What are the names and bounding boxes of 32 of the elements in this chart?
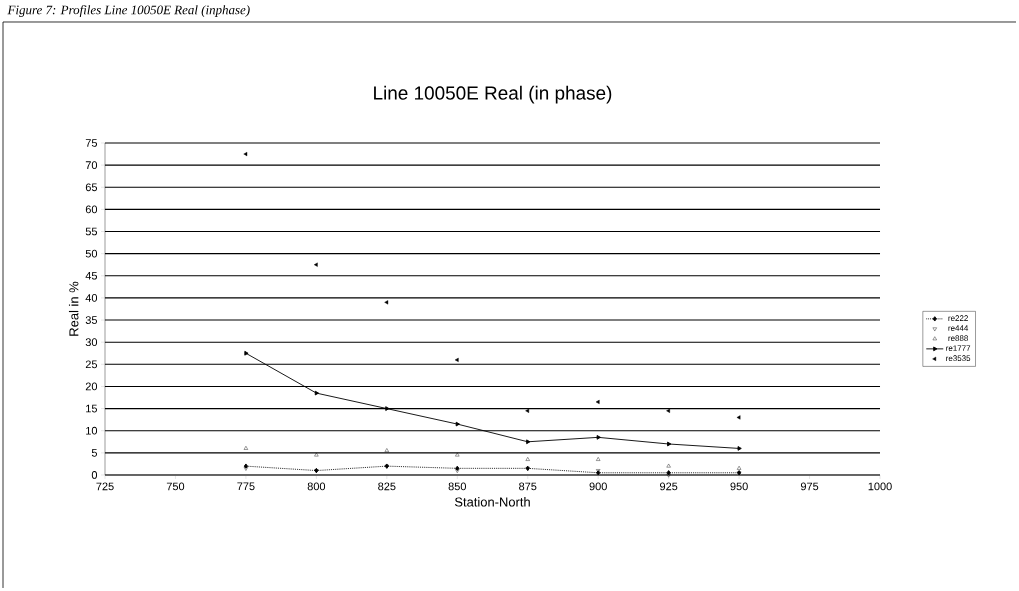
caption: Figure 7: Profiles Line 10050E Real (inphase) xyxy=(7,5,250,17)
y-tick-label: 15 xyxy=(86,404,98,413)
y-tick-label: 65 xyxy=(85,183,98,192)
y-tick-label: 20 xyxy=(85,382,98,391)
y-tick-label: 50 xyxy=(85,249,98,258)
y-tick-label: 45 xyxy=(85,271,98,280)
x-tick-label: 975 xyxy=(800,482,819,491)
x-tick-label: 950 xyxy=(730,482,748,491)
x-axis-title: Station-North xyxy=(454,497,530,507)
x-tick-label: 825 xyxy=(378,482,396,491)
x-tick-label: 1000 xyxy=(868,482,892,491)
x-tick-label: 800 xyxy=(307,482,326,491)
y-tick-label: 60 xyxy=(85,205,98,214)
x-tick-label: 900 xyxy=(589,482,607,491)
y-tick-label: 75 xyxy=(85,139,98,147)
y-tick-label: 30 xyxy=(85,338,98,347)
y-axis-title: Real in % xyxy=(68,281,79,336)
y-tick-label: 55 xyxy=(85,227,98,236)
y-tick-label: 35 xyxy=(85,316,98,324)
y-tick-label: 70 xyxy=(85,161,98,169)
x-tick-label: 725 xyxy=(96,482,114,491)
x-tick-label: 750 xyxy=(166,482,185,491)
chart-title: Line 10050E Real (in phase) xyxy=(374,85,612,104)
y-tick-label: 0 xyxy=(91,471,98,479)
x-tick-label: 875 xyxy=(519,482,537,491)
x-tick-label: 850 xyxy=(448,482,466,491)
x-tick-label: 925 xyxy=(660,482,678,491)
y-tick-label: 5 xyxy=(91,449,98,457)
x-tick-label: 775 xyxy=(237,482,255,491)
y-tick-label: 25 xyxy=(85,360,98,369)
y-tick-label: 40 xyxy=(85,294,98,302)
y-tick-label: 10 xyxy=(86,426,98,435)
